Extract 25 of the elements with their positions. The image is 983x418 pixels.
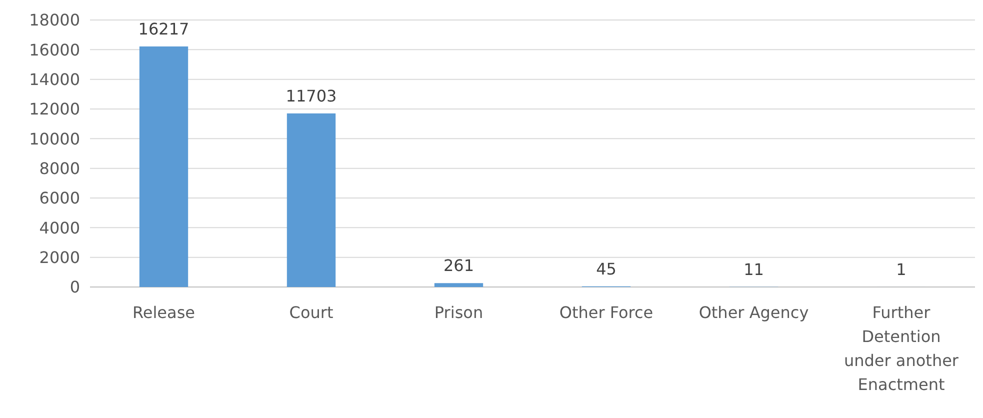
y-tick-label: 12000 [29,100,80,119]
data-label: 11703 [286,86,337,106]
y-tick-label: 10000 [29,129,80,148]
x-tick-label: Other Agency [698,303,809,322]
data-label: 1 [896,260,906,279]
data-label: 261 [443,256,474,276]
data-label: 11 [744,260,764,279]
x-tick-label: Court [289,303,334,322]
data-label: 45 [596,259,616,278]
x-tick-label: Further Detention under another Enactment [844,303,959,394]
y-tick-label: 6000 [39,188,80,208]
y-tick-label: 18000 [29,10,80,30]
bar [139,46,188,287]
y-tick-label: 0 [70,278,80,297]
x-tick-label: Release [132,303,196,322]
y-tick-label: 8000 [39,158,80,178]
y-tick-label: 16000 [29,40,80,60]
x-tick-label: Prison [434,303,484,322]
bar [286,113,336,287]
y-tick-label: 4000 [39,218,80,238]
y-tick-label: 14000 [29,70,80,89]
y-tick-label: 2000 [39,248,80,267]
bar [434,283,484,287]
x-tick-label: Other Force [559,303,654,322]
data-label: 16217 [138,19,190,38]
